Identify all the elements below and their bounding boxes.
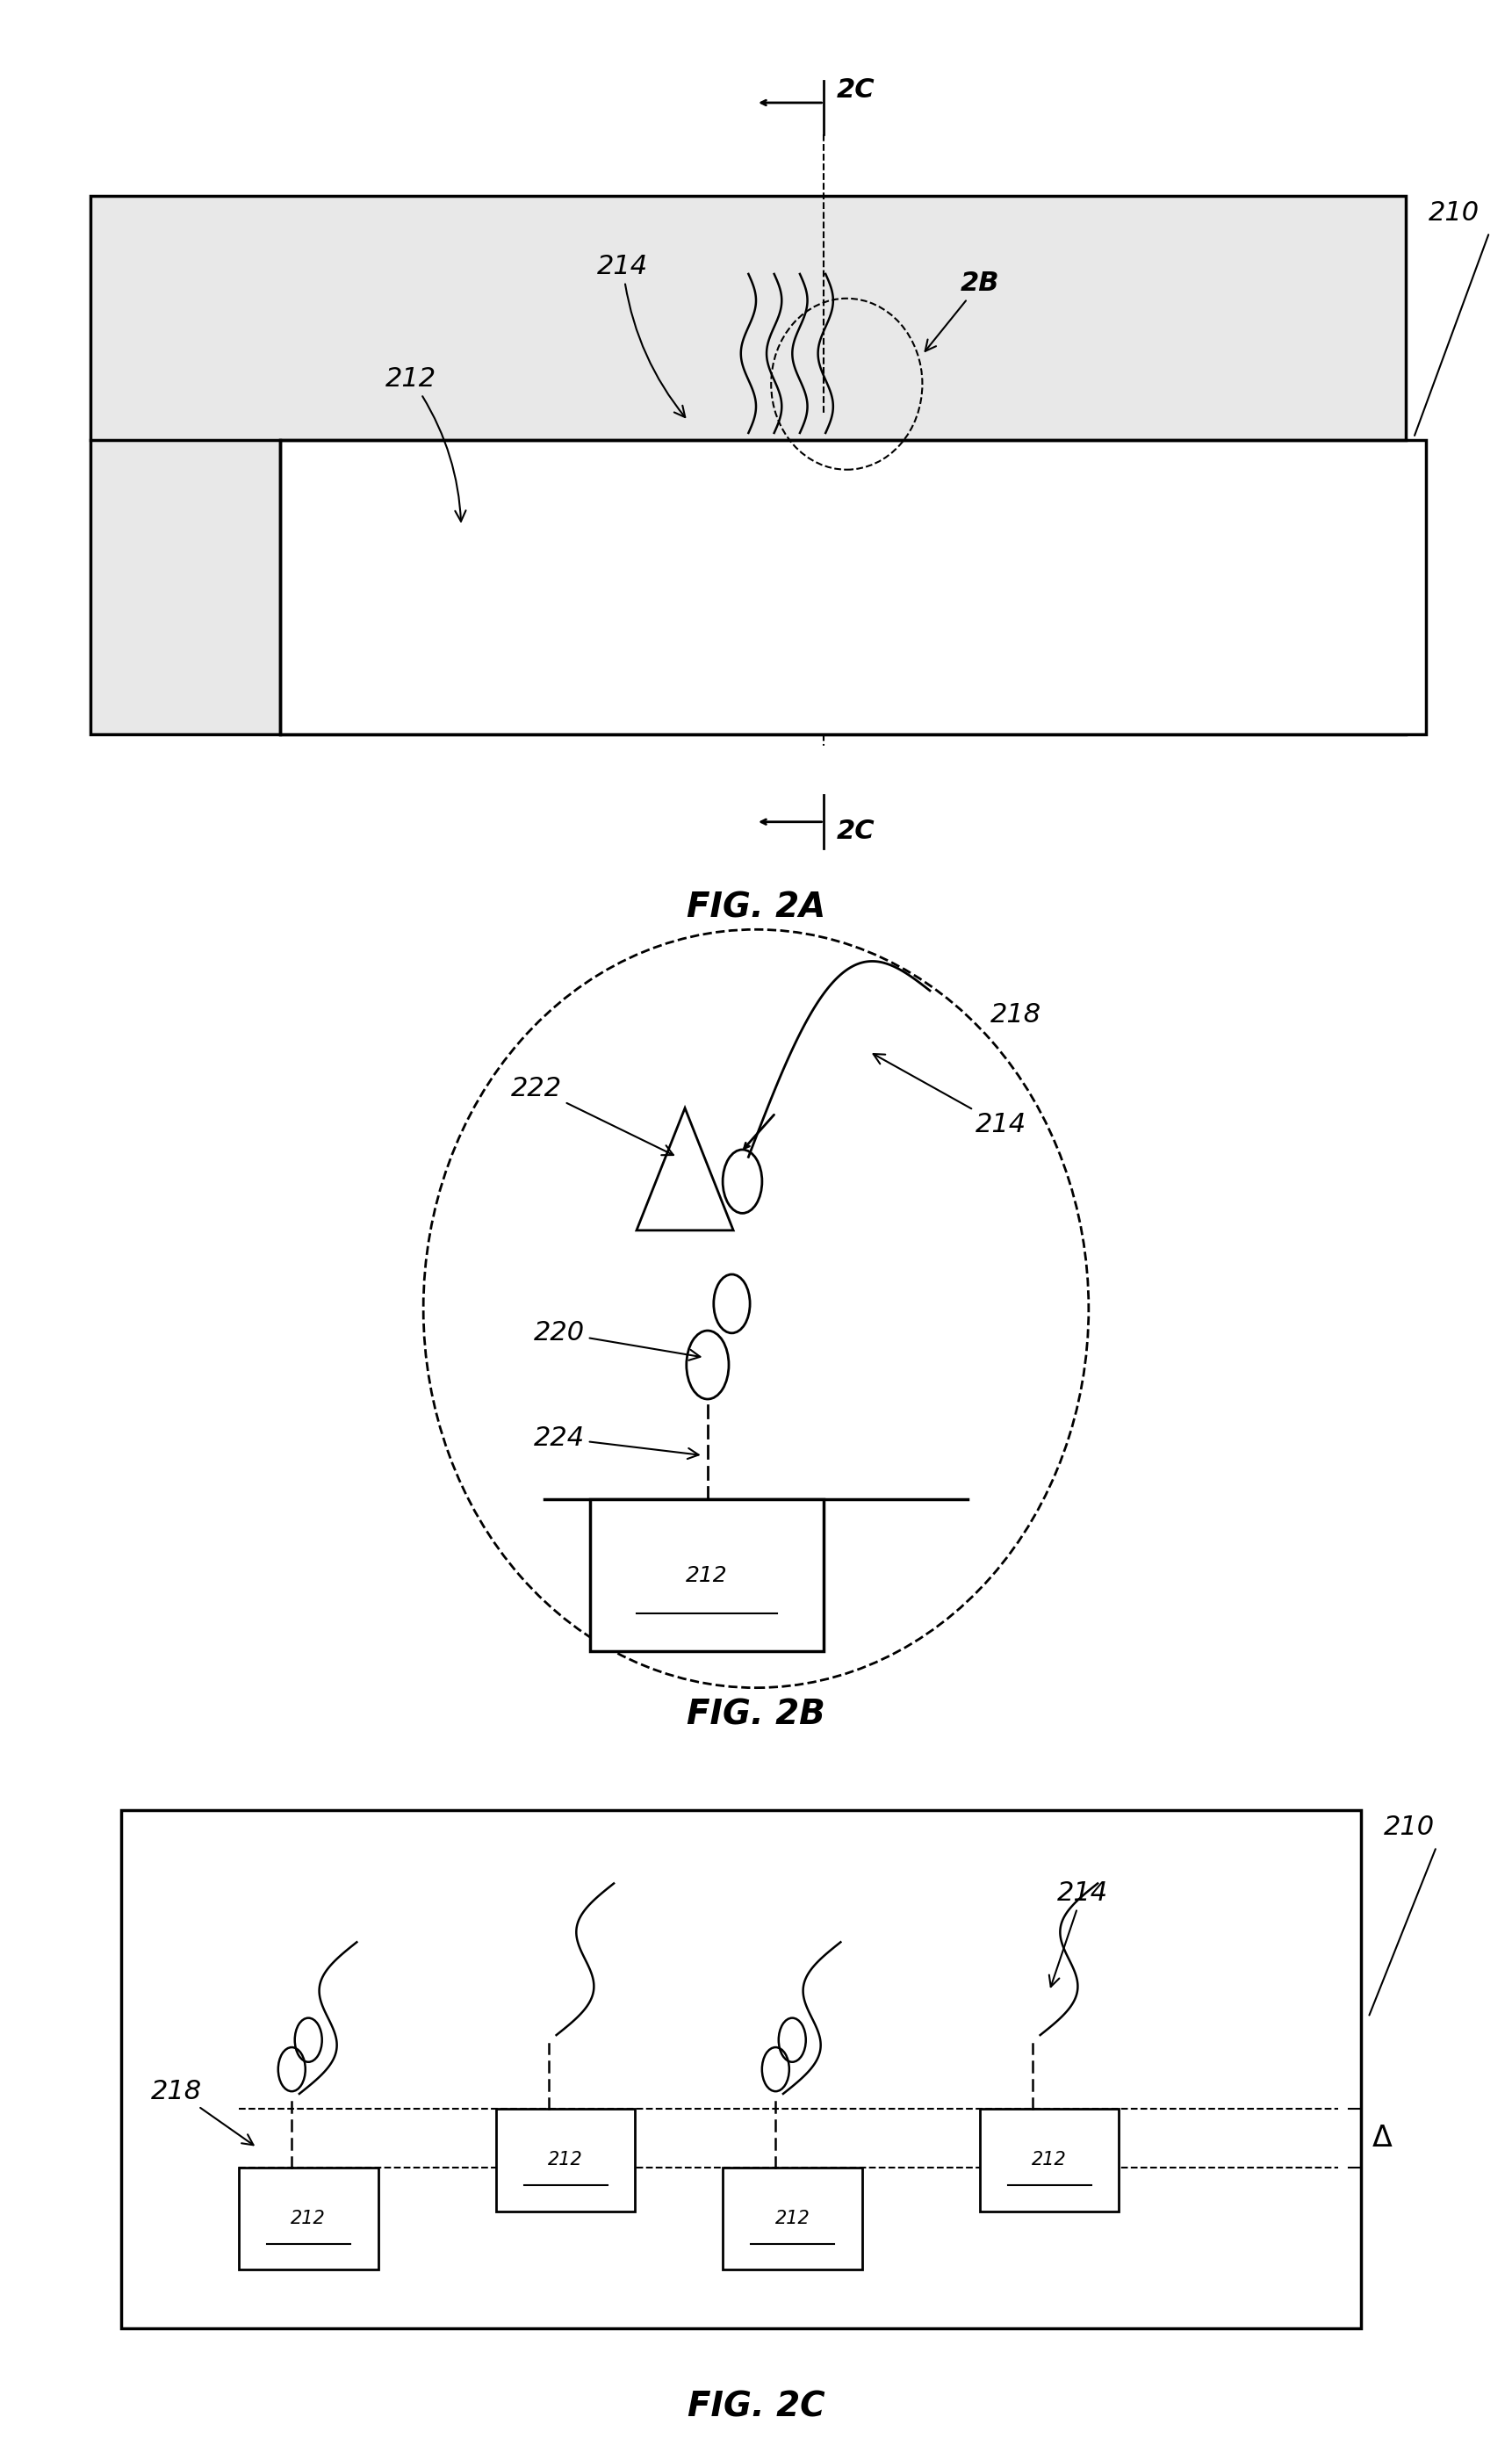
Text: FIG. 2C: FIG. 2C bbox=[688, 2390, 824, 2424]
Text: FIG. 2A: FIG. 2A bbox=[686, 890, 826, 925]
Text: 2C: 2C bbox=[836, 819, 874, 844]
Text: 212: 212 bbox=[686, 1565, 727, 1585]
Text: 210: 210 bbox=[1429, 201, 1480, 225]
Bar bbox=[496, 2108, 635, 2211]
Bar bbox=[723, 2167, 862, 2270]
Text: 222: 222 bbox=[511, 1076, 673, 1155]
Text: 214: 214 bbox=[1049, 1881, 1108, 1986]
Text: 212: 212 bbox=[774, 2209, 810, 2228]
Text: 218: 218 bbox=[151, 2079, 254, 2145]
Text: 214: 214 bbox=[597, 254, 685, 418]
Text: 212: 212 bbox=[290, 2209, 327, 2228]
Text: 218: 218 bbox=[990, 1003, 1042, 1027]
Bar bbox=[239, 2167, 378, 2270]
Text: 210: 210 bbox=[1383, 1815, 1435, 1839]
Bar bbox=[121, 1810, 1361, 2329]
Text: 212: 212 bbox=[1031, 2150, 1067, 2170]
Bar bbox=[280, 440, 1426, 734]
Text: 220: 220 bbox=[534, 1321, 700, 1360]
Text: 214: 214 bbox=[874, 1054, 1027, 1137]
Text: 224: 224 bbox=[534, 1426, 699, 1458]
Text: 212: 212 bbox=[547, 2150, 584, 2170]
Text: 2B: 2B bbox=[925, 272, 999, 352]
Text: 2C: 2C bbox=[836, 78, 874, 103]
Text: 212: 212 bbox=[386, 367, 466, 521]
Bar bbox=[980, 2108, 1119, 2211]
Bar bbox=[91, 196, 1406, 734]
Text: FIG. 2B: FIG. 2B bbox=[686, 1698, 826, 1732]
Bar bbox=[590, 1499, 824, 1651]
Text: $\Delta$: $\Delta$ bbox=[1371, 2123, 1393, 2152]
